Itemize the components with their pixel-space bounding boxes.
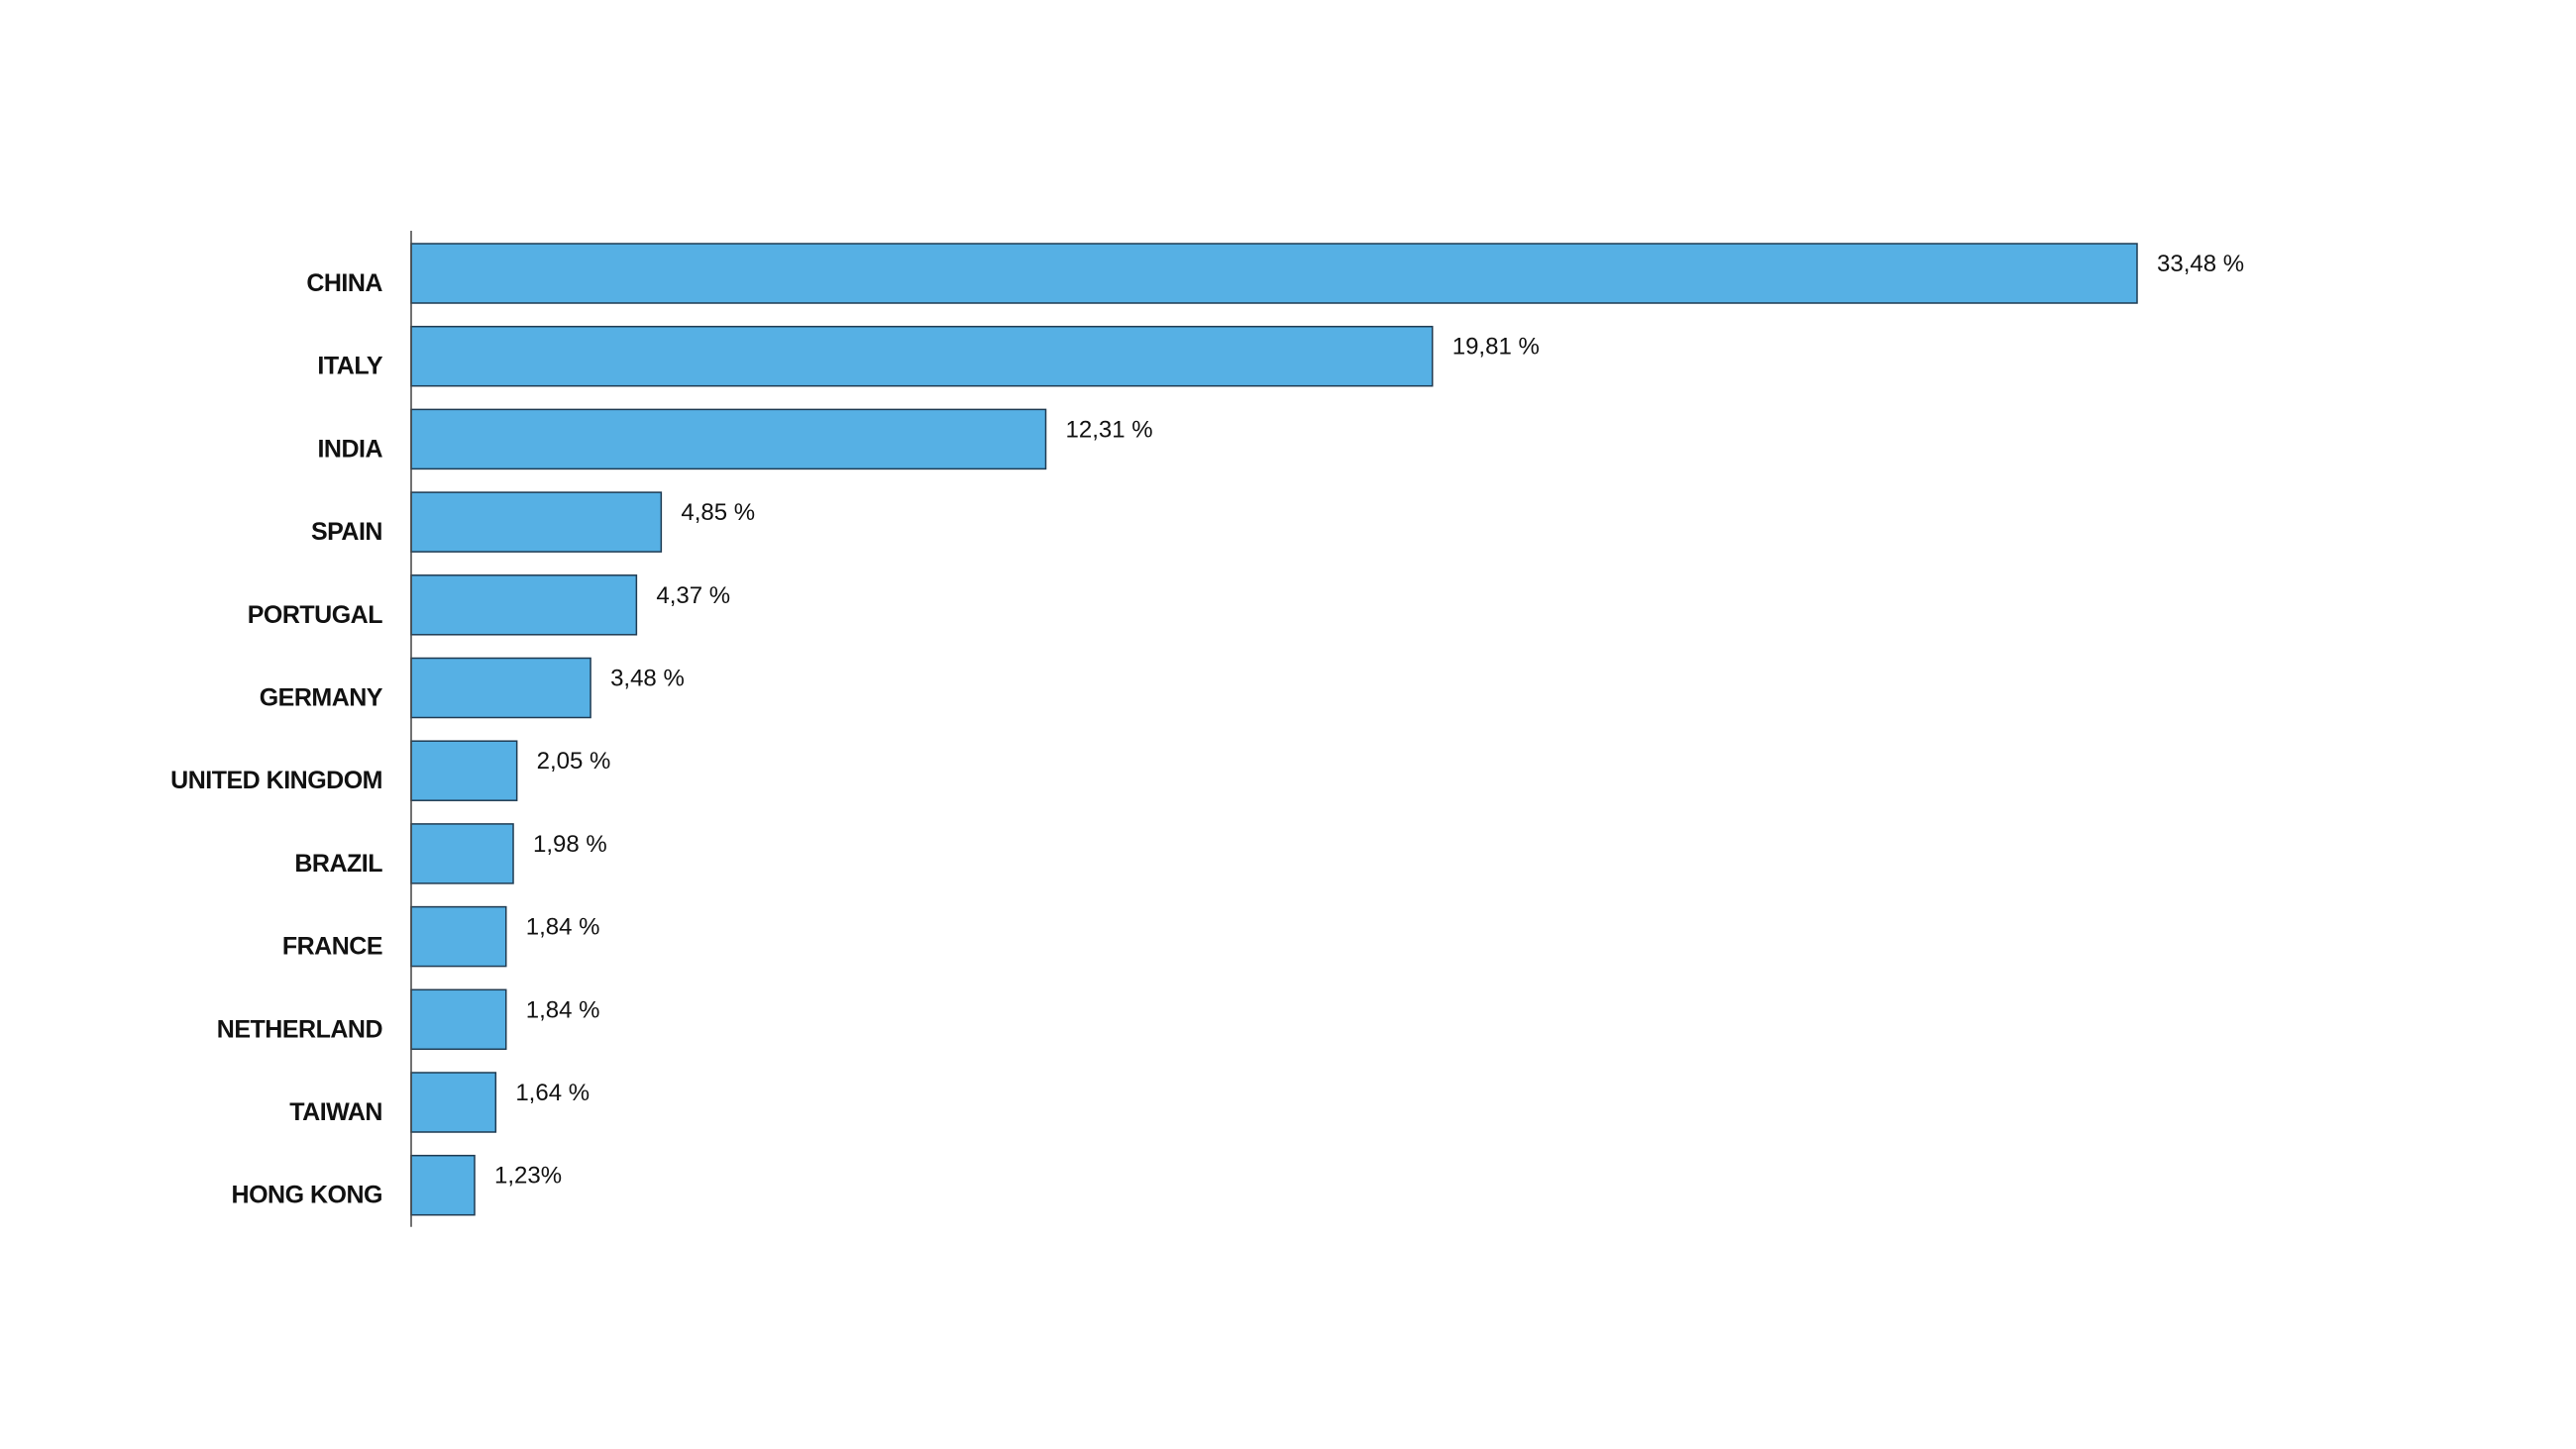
bar-china [410,243,2138,304]
value-label: 12,31 % [1066,416,1153,443]
value-label: 1,64 % [515,1080,590,1106]
value-label: 1,98 % [533,831,607,858]
category-label: PORTUGAL [248,601,383,629]
category-labels-group: CHINA ITALY INDIA SPAIN PORTUGAL GERMANY UNITE… [170,269,383,1209]
category-label: SPAIN [311,518,382,546]
value-label: 3,48 % [610,666,685,692]
category-label: FRANCE [282,933,382,961]
bar-india [410,408,1047,470]
bar-italy [410,325,1434,387]
bar-france [410,905,507,968]
value-label: 2,05 % [537,748,611,775]
category-label: HONG KONG [232,1182,382,1209]
bar-united-kingdom [410,740,518,801]
category-label: INDIA [317,435,382,463]
value-label: 1,23% [494,1163,562,1190]
value-labels-group: 33,48 % 19,81 % 12,31 % 4,85 % 4,37 % 3,48 % 2… [494,251,2244,1190]
value-label: 19,81 % [1452,334,1540,361]
category-label: ITALY [317,353,382,380]
value-label: 1,84 % [526,914,600,941]
value-label: 4,85 % [681,499,755,526]
value-label: 33,48 % [2157,251,2244,277]
bar-portugal [410,574,638,636]
category-label: BRAZIL [294,850,382,878]
bar-spain [410,491,663,553]
category-label: UNITED KINGDOM [170,767,382,794]
bar-netherland [410,988,507,1051]
value-label: 1,84 % [526,996,600,1023]
category-label: CHINA [306,269,382,297]
bars-group [410,243,2138,1216]
category-label: TAIWAN [289,1098,382,1126]
bar-taiwan [410,1072,497,1133]
category-label: NETHERLAND [217,1015,382,1043]
bar-hong-kong [410,1154,476,1216]
bar-germany [410,657,591,719]
category-label: GERMANY [260,684,383,712]
value-label: 4,37 % [656,582,730,609]
bar-brazil [410,823,514,884]
